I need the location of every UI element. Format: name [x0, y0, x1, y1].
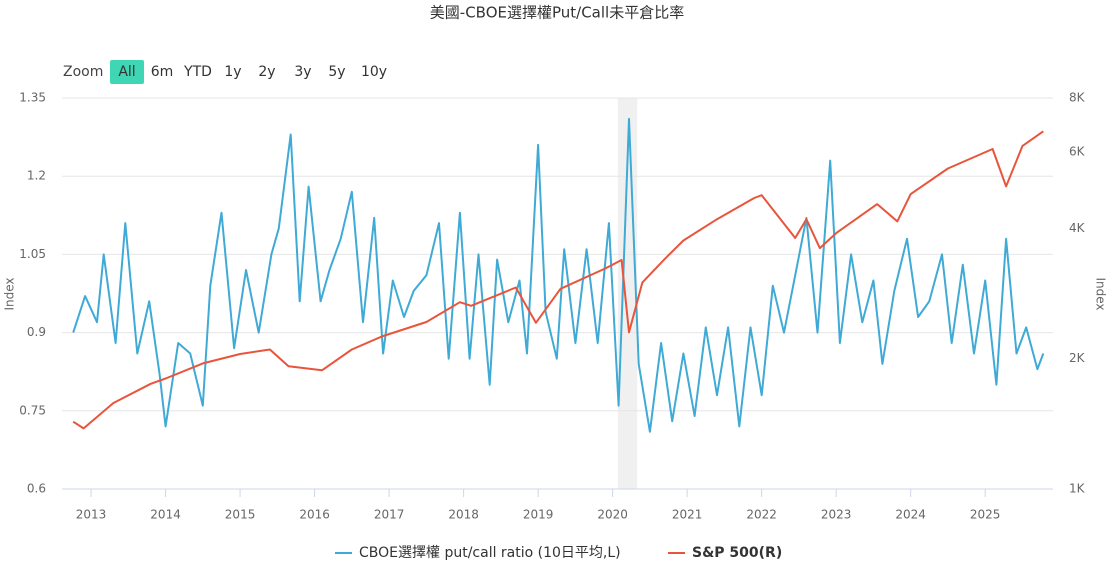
- range-button[interactable]: 5y: [328, 64, 345, 80]
- y-tick-label: 1.2: [27, 169, 46, 183]
- x-tick-label: 2016: [299, 508, 330, 522]
- y-tick-label: 1.35: [19, 91, 46, 105]
- y-tick-label: 0.9: [27, 325, 46, 339]
- x-tick-label: 2019: [523, 508, 554, 522]
- range-button[interactable]: 2y: [258, 64, 275, 80]
- y2-tick-label: 2K: [1069, 351, 1086, 365]
- range-button[interactable]: All: [110, 60, 144, 84]
- y2-axis-title: Index: [1094, 277, 1108, 310]
- range-button[interactable]: 1y: [224, 64, 241, 80]
- range-button-label[interactable]: 2y: [258, 64, 275, 80]
- y2-tick-label: 4K: [1069, 221, 1086, 235]
- x-tick-label: 2015: [225, 508, 256, 522]
- legend-item[interactable]: S&P 500(R): [668, 545, 782, 561]
- range-button[interactable]: YTD: [183, 64, 212, 80]
- range-button-label[interactable]: 5y: [328, 64, 345, 80]
- range-button-label[interactable]: All: [118, 64, 135, 80]
- x-tick-label: 2013: [76, 508, 107, 522]
- x-tick-label: 2025: [970, 508, 1001, 522]
- x-tick-label: 2022: [746, 508, 777, 522]
- range-button-label[interactable]: 3y: [294, 64, 311, 80]
- range-button-bg: [110, 60, 144, 84]
- series-line: [72, 130, 1044, 430]
- y-tick-label: 0.6: [27, 482, 46, 496]
- y-tick-label: 1.05: [19, 247, 46, 261]
- y-axis-title: Index: [3, 277, 17, 310]
- y-tick-label: 0.75: [19, 403, 46, 417]
- range-button-label[interactable]: 1y: [224, 64, 241, 80]
- range-button[interactable]: 6m: [151, 64, 174, 80]
- range-button-label[interactable]: 6m: [151, 64, 174, 80]
- x-tick-label: 2020: [597, 508, 628, 522]
- x-tick-label: 2023: [821, 508, 852, 522]
- legend-label[interactable]: S&P 500(R): [692, 545, 782, 561]
- range-button[interactable]: 3y: [294, 64, 311, 80]
- x-tick-label: 2018: [448, 508, 479, 522]
- range-button-label[interactable]: YTD: [183, 64, 212, 80]
- range-button[interactable]: 10y: [361, 64, 387, 80]
- legend-label[interactable]: CBOE選擇權 put/call ratio (10日平均,L): [359, 545, 621, 561]
- range-button-label[interactable]: 10y: [361, 64, 387, 80]
- chart-title: 美國-CBOE選擇權Put/Call未平倉比率: [430, 4, 684, 22]
- series-line: [72, 117, 1045, 433]
- legend-item[interactable]: CBOE選擇權 put/call ratio (10日平均,L): [335, 545, 621, 561]
- x-tick-label: 2017: [374, 508, 405, 522]
- zoom-label: Zoom: [63, 64, 103, 80]
- y2-tick-label: 8K: [1069, 91, 1086, 105]
- x-tick-label: 2014: [150, 508, 181, 522]
- y2-tick-label: 6K: [1069, 145, 1086, 159]
- y2-tick-label: 1K: [1069, 482, 1086, 496]
- x-tick-label: 2021: [672, 508, 703, 522]
- x-tick-label: 2024: [895, 508, 926, 522]
